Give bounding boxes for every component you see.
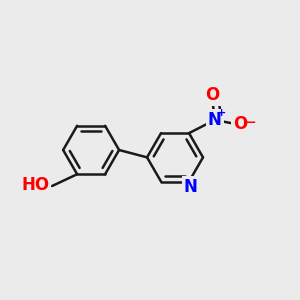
Text: −: − [241,114,256,132]
Text: HO: HO [21,176,49,194]
Text: N: N [184,178,197,196]
Text: O: O [205,86,219,104]
Text: N: N [208,111,222,129]
Text: O: O [233,115,247,133]
Text: +: + [217,108,226,118]
